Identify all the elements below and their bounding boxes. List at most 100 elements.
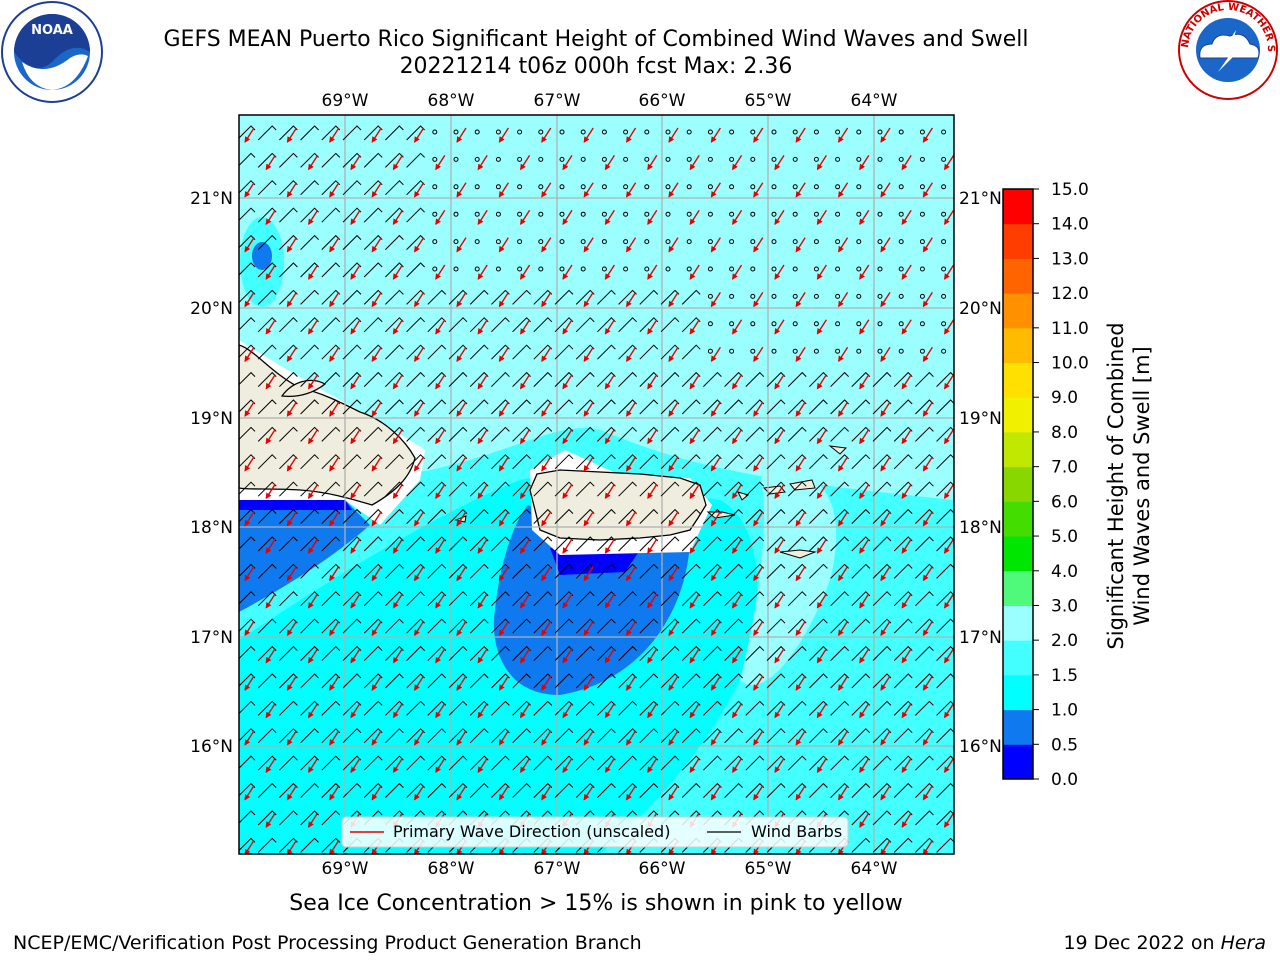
wind-barb (300, 180, 319, 196)
wind-barb-calm (538, 184, 544, 190)
colorbar-ticks: 0.0 0.5 1.0 1.5 2.0 3.0 4.0 5.0 6.0 7.0 8.0 9.0 10.0… (1033, 180, 1089, 790)
wind-barb (279, 810, 298, 826)
wind-barb-calm (750, 293, 756, 299)
wave-arrow (689, 264, 700, 280)
wind-barb-calm (580, 156, 586, 162)
wind-barb (279, 591, 298, 607)
wind-barb-calm (792, 321, 798, 327)
wave-arrow (521, 868, 530, 882)
wave-arrow (520, 483, 531, 500)
wind-barb-calm (813, 239, 819, 245)
wind-barb-calm (941, 321, 947, 327)
wind-barb-calm (835, 293, 841, 299)
wind-barb-calm (559, 211, 565, 217)
wave-arrow (753, 292, 764, 308)
wind-barb-calm (771, 239, 777, 245)
wave-arrow (945, 868, 954, 882)
lat-label-right: 18°N (959, 518, 1002, 538)
wind-barb-calm (517, 184, 523, 190)
wind-barb-calm (813, 348, 819, 354)
wind-barb (257, 344, 277, 360)
wave-arrow (541, 292, 552, 308)
wave-arrow (541, 237, 552, 253)
wind-barb-calm (835, 239, 841, 245)
wave-arrow (710, 127, 721, 143)
wind-barb-calm (919, 156, 925, 162)
wind-barb-calm (877, 293, 883, 299)
wind-barb (575, 536, 595, 552)
wind-barb (427, 728, 447, 744)
wind-barb-calm (771, 211, 777, 217)
wave-arrow (838, 785, 849, 801)
wind-barb (851, 618, 871, 634)
wind-barb (724, 673, 743, 689)
wind-barb-calm (856, 156, 862, 162)
wind-barb (872, 426, 892, 442)
wave-arrow (604, 155, 615, 171)
wave-arrow (668, 346, 679, 363)
wave-arrow (922, 511, 933, 527)
wind-barb (469, 508, 489, 524)
wind-barb-calm (453, 129, 459, 135)
wind-barb (851, 673, 871, 689)
wind-barb (300, 728, 319, 744)
wave-arrow (562, 155, 573, 171)
wave-arrow (498, 456, 509, 472)
wind-barb-calm (919, 321, 925, 327)
wave-arrow (329, 785, 340, 801)
wind-barb (321, 426, 341, 442)
wind-barb (385, 508, 404, 524)
wind-barb (745, 426, 765, 442)
wind-barb-calm (877, 184, 883, 190)
wind-barb-calm (750, 156, 756, 162)
sea-ice-note: Sea Ice Concentration > 15% is shown in … (289, 891, 903, 916)
wind-barb (554, 673, 574, 689)
wave-arrow (350, 155, 361, 171)
wind-barb (533, 591, 553, 607)
wind-barb (342, 125, 362, 141)
wave-arrow (626, 675, 637, 691)
wave-arrow (795, 730, 806, 746)
wind-barb (639, 399, 659, 415)
wave-arrow (859, 155, 870, 171)
wind-barb-calm (919, 184, 925, 190)
wave-arrow (647, 757, 658, 774)
wave-arrow (520, 703, 531, 719)
wave-arrow (309, 868, 318, 882)
colorbar-tick-label: 7.0 (1051, 458, 1078, 478)
lon-label-top: 69°W (322, 91, 369, 111)
wind-barb (575, 371, 595, 387)
wave-arrow (456, 566, 467, 582)
lon-label-bottom: 69°W (322, 859, 369, 879)
wind-barb (872, 536, 892, 552)
wind-barb (660, 317, 680, 333)
wind-barb (597, 618, 616, 634)
wind-barb (239, 810, 256, 824)
wind-barb (363, 207, 383, 223)
wind-barb (893, 563, 913, 579)
legend-barb-label: Wind Barbs (751, 822, 842, 841)
wave-arrow (689, 319, 700, 335)
wind-barb-calm (792, 239, 798, 245)
wave-arrow (859, 374, 870, 390)
wind-barb (342, 618, 362, 634)
wave-arrow (308, 757, 319, 774)
wind-barb-calm (623, 184, 629, 190)
wind-barb (681, 508, 701, 524)
wind-barb (321, 755, 341, 771)
wind-barb (301, 866, 319, 880)
wind-barb (639, 289, 659, 305)
wave-arrow (456, 456, 467, 472)
wind-barb-calm (644, 129, 650, 135)
wave-arrow (520, 429, 531, 445)
wave-arrow (668, 237, 679, 253)
wave-arrow (477, 703, 488, 719)
wave-arrow (774, 209, 785, 226)
wave-arrow (710, 511, 721, 527)
wind-barb (681, 399, 701, 415)
wind-barb-calm (898, 321, 904, 327)
wave-arrow (604, 429, 615, 445)
wind-barb (279, 755, 298, 771)
wave-arrow (689, 155, 700, 171)
wave-arrow (244, 456, 255, 472)
